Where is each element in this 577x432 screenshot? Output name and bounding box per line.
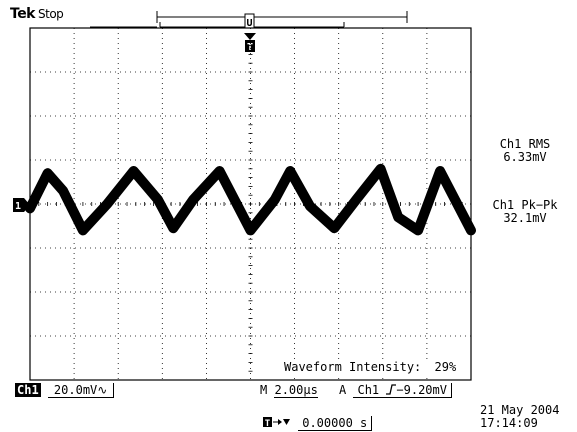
date-text: 21 May 2004 xyxy=(480,403,560,417)
horizontal-position-readout: T 0.00000 s xyxy=(263,416,373,431)
waveform-point xyxy=(172,227,175,230)
timebase-prefix: M xyxy=(260,383,268,397)
waveform-intensity-readout: Waveform Intensity: 29% xyxy=(281,360,460,374)
svg-text:1: 1 xyxy=(15,201,21,212)
waveform-intensity-value: 29% xyxy=(434,360,457,374)
waveform-intensity-label: Waveform Intensity: xyxy=(284,360,422,374)
volts-per-div: 20.0mV∿ xyxy=(47,383,115,398)
waveform-point xyxy=(156,198,160,201)
horizontal-position-value: 0.00000 s xyxy=(298,416,373,431)
trigger-channel: Ch1 xyxy=(357,383,380,397)
trigger-settings: Ch1 −9.20mV xyxy=(353,383,452,398)
channel-scale-readout: Ch1 20.0mV∿ xyxy=(15,383,115,398)
waveform-point xyxy=(81,229,85,232)
waveform-point xyxy=(249,229,252,232)
measurement-rms-label: Ch1 RMS xyxy=(499,137,551,151)
waveform-point xyxy=(218,169,221,173)
rising-edge-icon xyxy=(386,384,397,395)
waveform-point xyxy=(288,169,292,173)
datetime-readout: 21 May 2004 17:14:09 xyxy=(480,404,559,430)
waveform-point xyxy=(61,189,65,192)
measurement-pkpk-value: 32.1mV xyxy=(503,211,547,225)
waveform-point xyxy=(46,172,49,175)
timebase-value: 2.00µs xyxy=(274,383,318,398)
measurement-pkpk-label: Ch1 Pk−Pk xyxy=(492,198,558,212)
measurement-rms-value: 6.33mV xyxy=(503,150,547,164)
timebase-readout: M 2.00µs xyxy=(260,383,318,398)
trigger-level: −9.20mV xyxy=(396,383,447,397)
channel-1-marker-icon: 1 xyxy=(13,198,30,212)
measurement-pkpk: Ch1 Pk−Pk 32.1mV xyxy=(477,199,573,225)
waveform-point xyxy=(273,198,276,201)
waveform-point xyxy=(355,198,358,201)
measurement-rms: Ch1 RMS 6.33mV xyxy=(477,138,573,164)
waveform-point xyxy=(438,169,442,173)
trigger-offset-icon: T xyxy=(263,417,290,429)
waveform-point xyxy=(333,227,336,230)
ac-coupling-icon: ∿ xyxy=(97,383,108,397)
waveform-point xyxy=(416,229,420,232)
brand-name: Tek xyxy=(10,6,36,22)
svg-text:T: T xyxy=(247,42,253,53)
waveform-point xyxy=(379,167,382,170)
trigger-readout: A Ch1 −9.20mV xyxy=(339,383,452,398)
trigger-mode: A xyxy=(339,383,347,397)
waveform-point xyxy=(28,207,32,210)
time-text: 17:14:09 xyxy=(480,416,538,430)
brand-header: Tek Stop xyxy=(10,6,64,22)
waveform-point xyxy=(132,169,135,173)
waveform-point xyxy=(308,205,312,208)
acquisition-state: Stop xyxy=(38,7,64,21)
waveform-point xyxy=(469,229,473,232)
svg-text:T: T xyxy=(265,419,271,428)
waveform-point xyxy=(191,198,195,201)
waveform-point xyxy=(397,216,400,219)
waveform-point xyxy=(105,202,109,206)
svg-text:U: U xyxy=(246,18,252,29)
channel-1-badge: Ch1 xyxy=(15,383,41,397)
